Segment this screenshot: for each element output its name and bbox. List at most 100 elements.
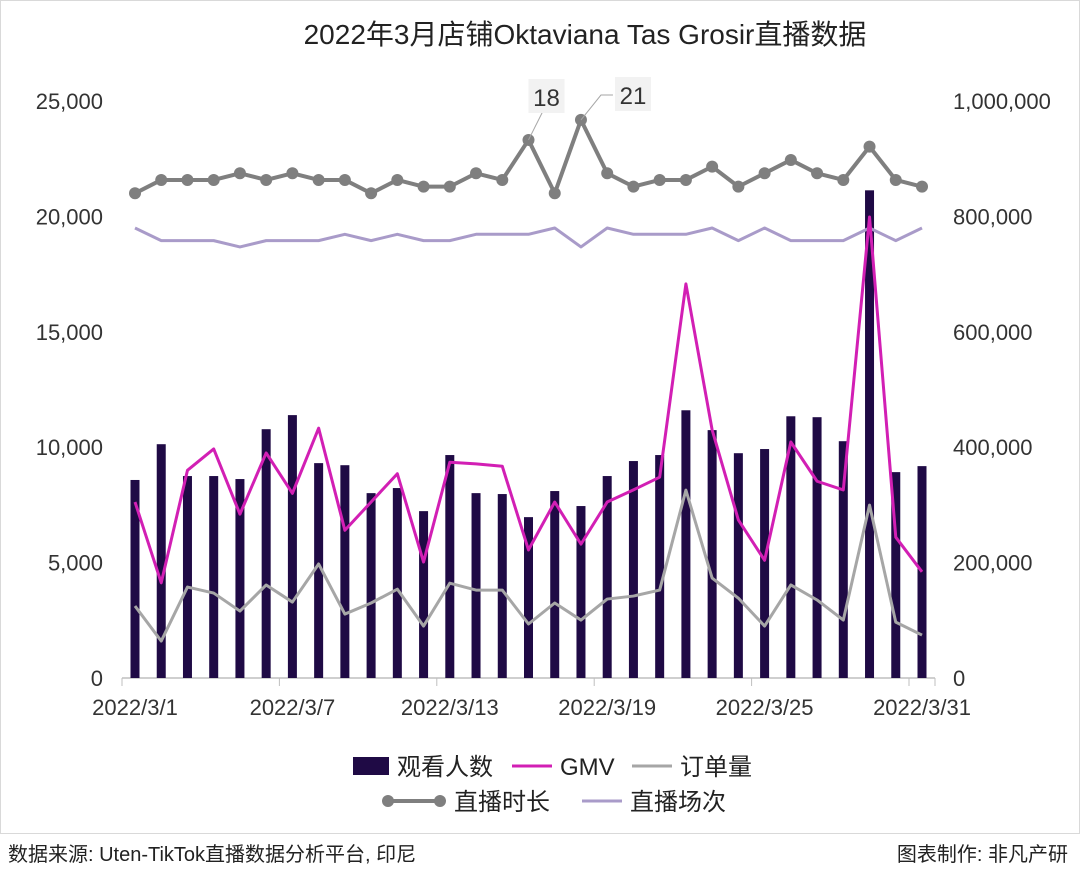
bar-viewers xyxy=(445,455,455,678)
bar-viewers xyxy=(235,479,245,678)
marker-duration xyxy=(679,173,692,186)
y-left-tick-label: 25,000 xyxy=(36,89,103,114)
marker-duration xyxy=(365,187,378,200)
marker-duration xyxy=(260,173,273,186)
bar-viewers xyxy=(209,476,219,678)
bar-viewers xyxy=(287,415,297,678)
marker-duration xyxy=(181,173,194,186)
y-right-tick-label: 0 xyxy=(953,666,965,691)
x-tick-label: 2022/3/31 xyxy=(873,695,971,720)
marker-duration xyxy=(155,173,168,186)
data-label-leader xyxy=(528,111,543,141)
bar-viewers xyxy=(786,416,796,678)
bar-viewers xyxy=(917,466,927,678)
marker-duration xyxy=(863,140,876,153)
bar-viewers xyxy=(891,472,901,678)
marker-duration xyxy=(548,187,561,200)
marker-duration xyxy=(706,160,719,173)
y-right-tick-label: 400,000 xyxy=(953,435,1033,460)
y-left-tick-label: 0 xyxy=(91,666,103,691)
data-label-box xyxy=(528,79,565,113)
legend-label: 直播场次 xyxy=(630,789,726,816)
y-right-tick-label: 1,000,000 xyxy=(953,89,1051,114)
line-orders xyxy=(133,488,923,643)
credit-note: 图表制作: 非凡产研 xyxy=(896,844,1068,866)
bar-viewers xyxy=(733,453,743,678)
bar-viewers xyxy=(497,494,507,678)
bar-viewers xyxy=(681,410,691,678)
bar-viewers xyxy=(550,491,560,678)
marker-duration xyxy=(784,153,797,166)
bar-viewers xyxy=(156,444,166,678)
marker-duration xyxy=(496,173,509,186)
marker-duration xyxy=(470,167,483,180)
marker-duration xyxy=(889,173,902,186)
marker-duration xyxy=(443,180,456,193)
legend-label: 订单量 xyxy=(680,754,752,781)
marker-duration xyxy=(312,173,325,186)
legend-label: GMV xyxy=(560,754,615,781)
marker-duration xyxy=(758,167,771,180)
bar-viewers xyxy=(261,429,271,678)
x-tick-label: 2022/3/19 xyxy=(558,695,656,720)
legend-label: 观看人数 xyxy=(397,754,493,781)
marker-duration xyxy=(627,180,640,193)
bar-viewers xyxy=(130,479,140,678)
bar-viewers xyxy=(524,517,533,678)
bar-viewers xyxy=(655,455,665,678)
chart-title: 2022年3月店铺Oktaviana Tas Grosir直播数据 xyxy=(304,19,867,50)
bar-viewers xyxy=(812,417,822,678)
y-left-tick-label: 10,000 xyxy=(36,435,103,460)
marker-duration xyxy=(811,167,824,180)
marker-duration xyxy=(207,173,220,186)
bar-viewers xyxy=(182,476,192,678)
y-left-tick-label: 20,000 xyxy=(36,204,103,229)
bar-viewers xyxy=(865,190,875,679)
marker-duration xyxy=(286,167,299,180)
line-duration xyxy=(134,117,923,196)
data-label-leader xyxy=(580,94,613,121)
x-tick-label: 2022/3/25 xyxy=(716,695,814,720)
bar-viewers xyxy=(602,476,612,678)
bar-viewers xyxy=(392,488,402,678)
legend-swatch xyxy=(353,757,389,775)
marker-duration xyxy=(129,187,141,200)
marker-duration xyxy=(417,180,430,193)
bar-viewers xyxy=(340,465,350,678)
marker-duration xyxy=(653,173,666,186)
y-left-tick-label: 15,000 xyxy=(36,320,103,345)
data-label-duration: 18 xyxy=(533,85,560,112)
line-gmv xyxy=(133,215,924,585)
legend-label: 直播时长 xyxy=(454,789,550,816)
marker-duration xyxy=(601,167,614,180)
marker-duration xyxy=(837,173,850,186)
x-tick-label: 2022/3/1 xyxy=(92,695,178,720)
line-sessions xyxy=(134,226,923,249)
bar-viewers xyxy=(760,449,770,678)
bar-viewers xyxy=(471,493,481,678)
y-right-tick-label: 200,000 xyxy=(953,551,1033,576)
data-label-box xyxy=(614,77,651,111)
bar-viewers xyxy=(419,511,429,678)
x-tick-label: 2022/3/13 xyxy=(401,695,499,720)
source-note: 数据来源: Uten-TikTok直播数据分析平台, 印尼 xyxy=(8,844,417,866)
bar-viewers xyxy=(314,463,324,678)
marker-duration xyxy=(732,180,745,193)
y-right-tick-label: 800,000 xyxy=(953,204,1033,229)
bar-viewers xyxy=(628,461,638,678)
bar-viewers xyxy=(366,493,376,678)
marker-duration xyxy=(391,173,404,186)
data-label-duration: 21 xyxy=(620,83,647,110)
bar-viewers xyxy=(707,430,717,678)
bar-viewers xyxy=(576,506,586,678)
marker-duration xyxy=(338,173,351,186)
y-right-tick-label: 600,000 xyxy=(953,320,1033,345)
marker-duration xyxy=(916,180,928,193)
x-tick-label: 2022/3/7 xyxy=(250,695,336,720)
legend-marker xyxy=(434,795,446,807)
legend-marker xyxy=(382,795,394,807)
y-left-tick-label: 5,000 xyxy=(48,551,103,576)
marker-duration xyxy=(233,167,246,180)
